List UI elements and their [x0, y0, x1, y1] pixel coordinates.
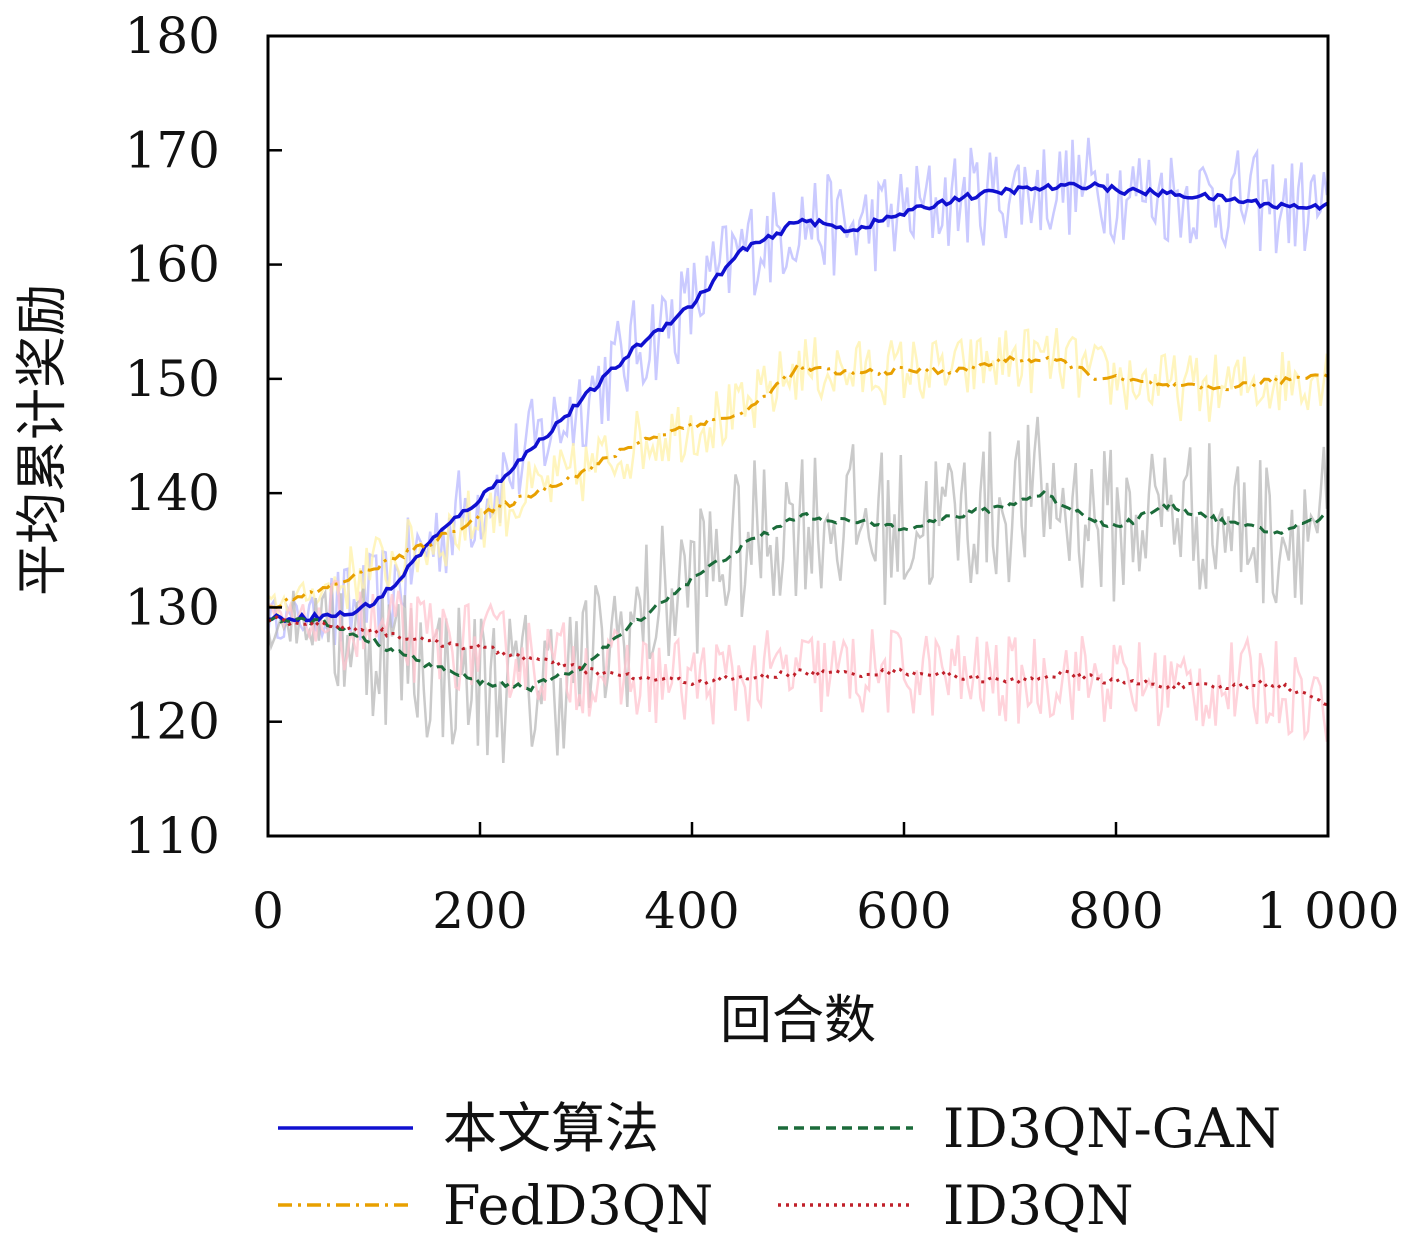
series-line-1: [267, 355, 1329, 610]
y-tick-label: 180: [125, 7, 220, 65]
x-tick-label: 200: [432, 882, 527, 940]
legend-label-0: 本文算法: [443, 1097, 659, 1160]
noise-band-3: [267, 579, 1329, 742]
legend-label-3: ID3QN: [943, 1174, 1134, 1237]
series-lines: [267, 181, 1329, 707]
x-tick-label: 0: [252, 882, 284, 940]
y-tick-label: 160: [125, 236, 220, 294]
y-axis: 110 120 130 140 150 160 170 180: [125, 7, 282, 865]
x-axis: 0 200 400 600 800 1 000: [252, 822, 1400, 940]
legend: 本文算法 FedD3QN ID3QN-GAN ID3QN: [278, 1097, 1281, 1237]
legend-label-1: FedD3QN: [443, 1174, 713, 1237]
y-tick-label: 140: [125, 464, 220, 522]
legend-label-2: ID3QN-GAN: [943, 1097, 1281, 1160]
x-tick-label: 800: [1068, 882, 1163, 940]
series-line-2: [267, 490, 1329, 693]
y-tick-label: 110: [125, 807, 220, 865]
y-tick-label: 150: [125, 350, 220, 408]
plot-frame: [266, 34, 1330, 838]
series-line-0: [267, 181, 1329, 624]
noise-band-2: [266, 416, 1329, 764]
x-tick-label: 600: [856, 882, 951, 940]
x-tick-label: 1 000: [1256, 882, 1399, 940]
noise-bands: [266, 137, 1329, 764]
y-tick-label: 130: [125, 578, 220, 636]
y-tick-label: 170: [125, 121, 220, 179]
noise-band-1: [267, 327, 1329, 615]
x-axis-title: 回合数: [720, 991, 876, 1051]
series-line-3: [267, 615, 1329, 707]
x-tick-label: 400: [644, 882, 739, 940]
y-tick-label: 120: [125, 693, 220, 751]
y-axis-title: 平均累计奖励: [13, 284, 73, 596]
